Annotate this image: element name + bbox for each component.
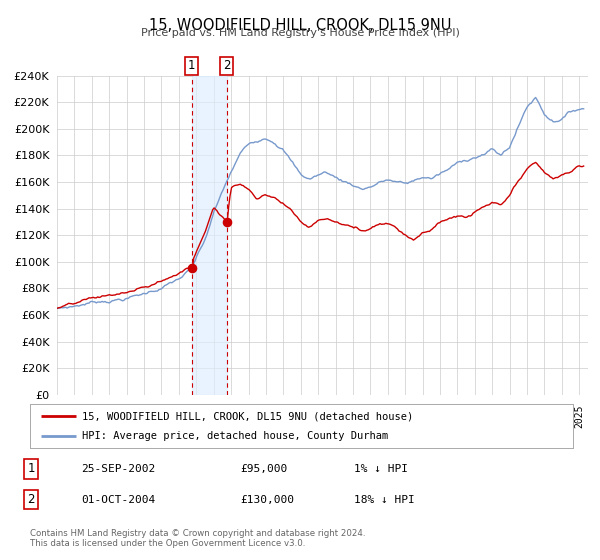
Text: Price paid vs. HM Land Registry's House Price Index (HPI): Price paid vs. HM Land Registry's House … <box>140 28 460 38</box>
Text: 15, WOODIFIELD HILL, CROOK, DL15 9NU (detached house): 15, WOODIFIELD HILL, CROOK, DL15 9NU (de… <box>82 411 413 421</box>
Text: 2: 2 <box>223 59 230 72</box>
Text: 1: 1 <box>28 462 35 475</box>
Text: 25-SEP-2002: 25-SEP-2002 <box>81 464 155 474</box>
Text: 18% ↓ HPI: 18% ↓ HPI <box>354 494 415 505</box>
Text: 01-OCT-2004: 01-OCT-2004 <box>81 494 155 505</box>
Text: 15, WOODIFIELD HILL, CROOK, DL15 9NU: 15, WOODIFIELD HILL, CROOK, DL15 9NU <box>149 18 451 33</box>
Text: £95,000: £95,000 <box>240 464 287 474</box>
Text: Contains HM Land Registry data © Crown copyright and database right 2024.: Contains HM Land Registry data © Crown c… <box>30 529 365 538</box>
Bar <box>191 76 227 395</box>
Text: 1: 1 <box>188 59 196 72</box>
Point <box>222 217 232 226</box>
Text: 1% ↓ HPI: 1% ↓ HPI <box>354 464 408 474</box>
Text: £130,000: £130,000 <box>240 494 294 505</box>
Text: 2: 2 <box>28 493 35 506</box>
Point <box>187 264 196 273</box>
Text: HPI: Average price, detached house, County Durham: HPI: Average price, detached house, Coun… <box>82 431 388 441</box>
Text: This data is licensed under the Open Government Licence v3.0.: This data is licensed under the Open Gov… <box>30 539 305 548</box>
